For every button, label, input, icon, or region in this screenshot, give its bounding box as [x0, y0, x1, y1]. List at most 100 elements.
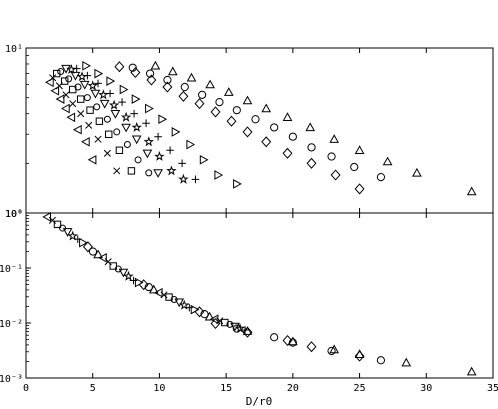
triangle-down-marker — [121, 123, 131, 133]
diamond-marker — [306, 157, 317, 169]
circle-marker — [288, 132, 297, 141]
triangle-down-marker — [118, 268, 129, 278]
triangle-down-marker — [99, 99, 110, 109]
square-marker — [53, 220, 62, 229]
diamond-marker — [226, 115, 237, 127]
triangle-down-marker — [62, 228, 73, 237]
x-marker — [85, 121, 93, 129]
circle-marker — [327, 152, 336, 161]
circle-marker — [251, 115, 260, 124]
y-tick-label: 10⁰ — [5, 209, 23, 220]
triangle-up-marker — [354, 349, 365, 358]
triangle-up-marker — [205, 79, 215, 89]
triangle-right-marker — [199, 154, 209, 165]
diamond-marker — [146, 74, 157, 86]
plus-marker — [154, 132, 162, 141]
plus-marker — [142, 119, 150, 128]
circle-marker — [327, 346, 336, 356]
triangle-up-marker — [354, 145, 365, 154]
star-marker — [178, 299, 190, 310]
triangle-right-marker — [79, 237, 88, 248]
triangle-right-marker — [94, 68, 104, 79]
diamond-marker — [282, 147, 293, 159]
circle-marker — [163, 75, 172, 85]
triangle-down-marker — [79, 80, 90, 90]
star-marker — [120, 111, 132, 122]
triangle-left-marker — [50, 85, 60, 96]
diamond-marker — [162, 81, 173, 93]
triangle-up-marker — [329, 134, 340, 143]
triangle-up-marker — [242, 95, 253, 105]
circle-small-marker — [226, 320, 234, 328]
circle-small-marker — [113, 128, 121, 136]
triangle-down-marker — [90, 89, 101, 99]
triangle-up-marker — [401, 357, 412, 367]
circle-marker — [270, 333, 279, 342]
circle-marker — [215, 98, 224, 107]
diamond-marker — [114, 61, 125, 73]
plus-marker — [106, 89, 114, 98]
triangle-down-marker — [174, 298, 185, 308]
top-panel-frame — [25, 47, 494, 214]
plus-marker — [130, 109, 138, 118]
triangle-up-marker — [382, 156, 393, 166]
triangle-up-marker — [466, 366, 477, 376]
circle-marker — [376, 173, 386, 182]
triangle-left-marker — [55, 94, 65, 104]
plus-marker — [94, 79, 102, 88]
triangle-left-marker — [87, 154, 97, 165]
circle-marker — [145, 69, 155, 78]
triangle-up-marker — [223, 87, 234, 96]
plus-marker — [129, 276, 138, 285]
triangle-right-marker — [145, 103, 154, 114]
triangle-left-marker — [42, 212, 51, 222]
plus-marker — [185, 303, 194, 312]
x-axis-label: D/r0 — [246, 395, 273, 408]
y-tick-label: 10⁰ — [5, 209, 23, 220]
y-tick-label: 10⁻³ — [0, 374, 23, 385]
x-tick-label: 35 — [487, 383, 498, 394]
square-marker — [127, 167, 136, 175]
x-marker — [69, 100, 77, 108]
circle-small-marker — [59, 224, 67, 232]
square-marker — [95, 117, 104, 125]
x-marker — [62, 91, 70, 99]
triangle-left-marker — [98, 252, 107, 263]
circle-marker — [270, 123, 279, 132]
triangle-down-marker — [142, 149, 153, 159]
triangle-right-marker — [131, 94, 141, 104]
circle-marker — [88, 247, 98, 256]
triangle-up-marker — [329, 344, 340, 354]
triangle-up-marker — [305, 122, 316, 132]
diamond-marker — [82, 241, 93, 253]
diamond-marker — [178, 90, 189, 102]
square-marker — [86, 106, 94, 114]
circle-small-marker — [93, 103, 101, 111]
triangle-right-marker — [233, 179, 242, 189]
star-marker — [87, 80, 98, 91]
triangle-left-marker — [60, 103, 70, 114]
x-marker — [77, 110, 85, 118]
star-marker — [178, 173, 189, 184]
x-tick-label: 25 — [354, 383, 366, 394]
chart-marks — [42, 60, 477, 376]
triangle-right-marker — [119, 84, 129, 95]
triangle-up-marker — [282, 112, 293, 121]
diamond-marker — [242, 326, 253, 338]
triangle-up-marker — [186, 72, 197, 82]
plus-marker — [178, 159, 186, 168]
triangle-down-marker — [70, 71, 81, 81]
diamond-marker — [210, 106, 221, 118]
triangle-up-marker — [242, 326, 253, 335]
star-marker — [143, 136, 155, 147]
diamond-marker — [138, 279, 149, 291]
star-marker — [123, 270, 134, 281]
plus-marker — [166, 146, 174, 155]
y-tick-label: 10⁻¹ — [0, 264, 23, 275]
circle-marker — [180, 82, 189, 92]
x-marker — [103, 149, 111, 157]
diamond-marker — [282, 334, 293, 347]
triangle-up-marker — [412, 167, 422, 177]
circle-small-marker — [145, 169, 153, 177]
